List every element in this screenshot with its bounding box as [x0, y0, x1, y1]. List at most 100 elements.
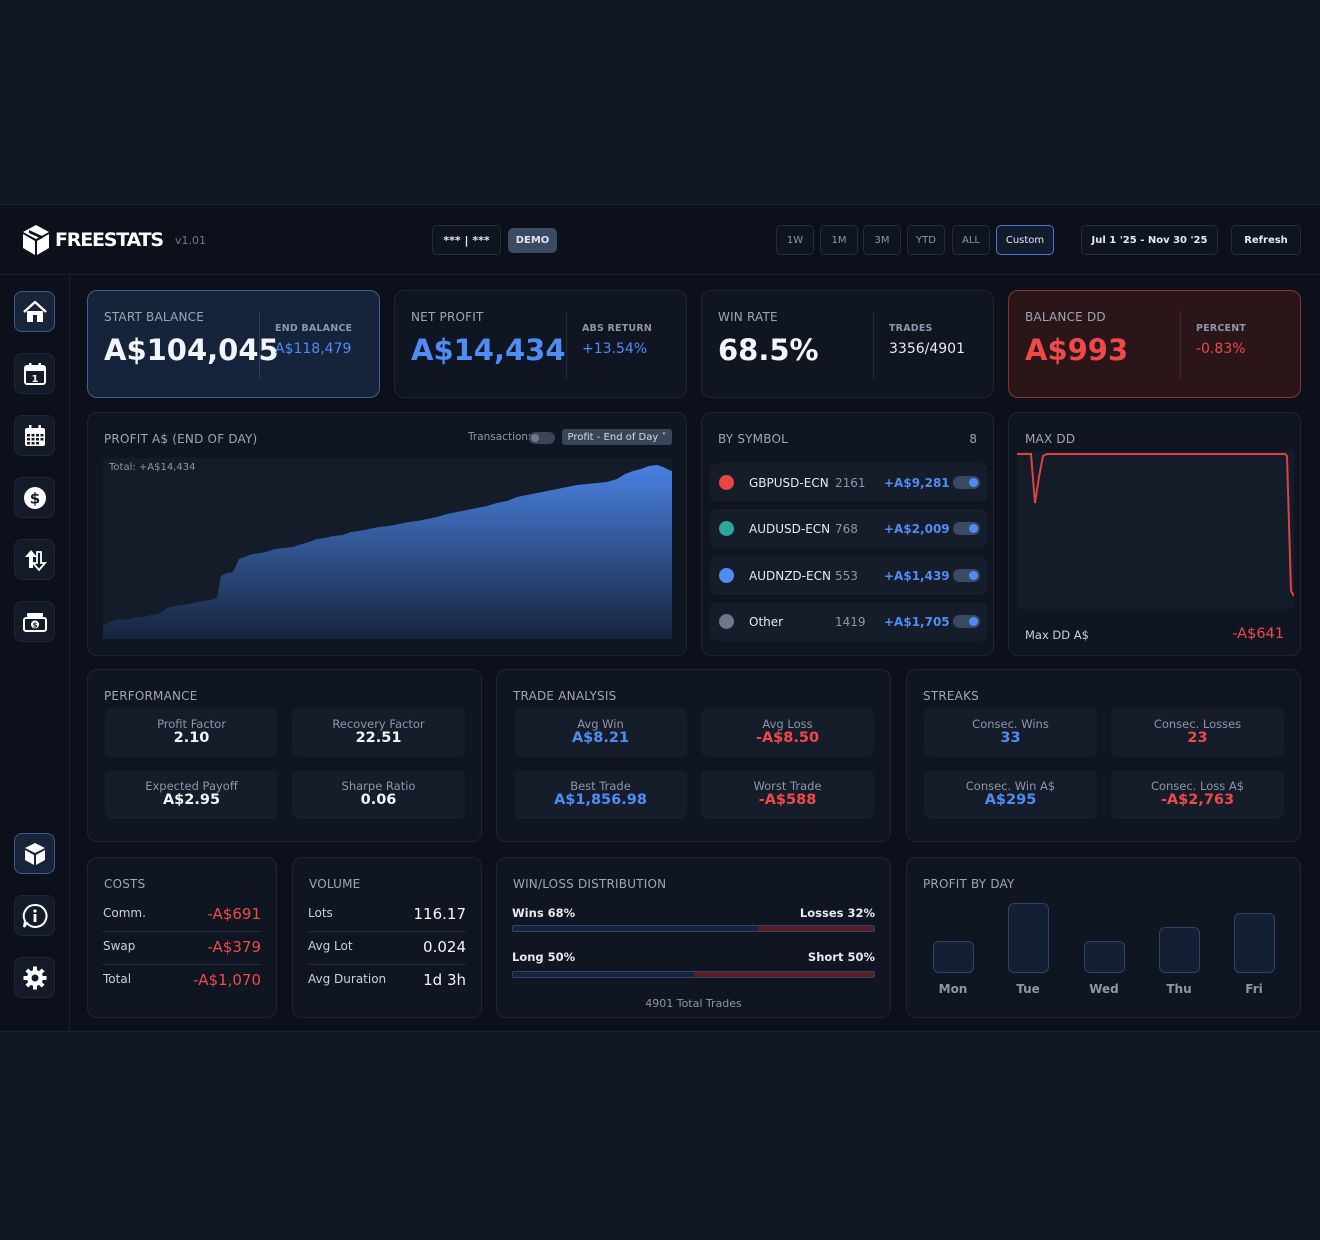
dd-percent-label: PERCENT	[1196, 323, 1247, 334]
consec-win-amount-tile: Consec. Win A$ A$295	[924, 770, 1097, 819]
range-1w-button[interactable]: 1W	[776, 225, 814, 255]
date-range-picker[interactable]: Jul 1 '25 - Nov 30 '25	[1081, 225, 1218, 255]
calendar-grid-icon	[24, 424, 45, 446]
max-dd-label: Max DD A$	[1025, 628, 1089, 642]
symbol-name: AUDUSD-ECN	[749, 522, 831, 536]
tile-value: A$295	[984, 792, 1037, 808]
day-label: Fri	[1245, 982, 1263, 996]
profit-chart-plot: Total: +A$14,434	[103, 458, 672, 639]
symbol-row-audnzd[interactable]: AUDNZD-ECN 553 +A$1,439	[710, 556, 987, 595]
svg-text:$: $	[29, 489, 39, 507]
profit-total-label: Total: +A$14,434	[109, 462, 196, 473]
symbol-trade-count: 1419	[835, 615, 866, 629]
tile-label: Consec. Wins	[972, 717, 1049, 731]
volume-card: VOLUME Lots 116.17 Avg Lot 0.024 Avg Dur…	[292, 857, 482, 1018]
tile-label: Consec. Loss A$	[1150, 779, 1245, 793]
symbol-toggle[interactable]	[953, 569, 980, 582]
sidebar-item-settings[interactable]	[14, 957, 55, 998]
app-version: v1.01	[175, 234, 207, 247]
logo-cube-icon	[23, 225, 49, 255]
costs-title: COSTS	[104, 877, 146, 891]
performance-title: PERFORMANCE	[104, 689, 198, 703]
max-dd-plot	[1017, 451, 1295, 609]
range-1m-button[interactable]: 1M	[820, 225, 858, 255]
day-bar-fri	[1234, 913, 1275, 973]
range-ytd-button[interactable]: YTD	[907, 225, 945, 255]
symbol-row-other[interactable]: Other 1419 +A$1,705	[710, 602, 987, 641]
losses-label: Losses 32%	[799, 906, 875, 920]
long-fill	[513, 972, 694, 977]
short-label: Short 50%	[807, 950, 875, 964]
symbol-name: GBPUSD-ECN	[749, 476, 829, 490]
consec-wins-tile: Consec. Wins 33	[924, 708, 1097, 757]
trades-value: 3356/4901	[889, 341, 965, 357]
symbol-row-gbpusd[interactable]: GBPUSD-ECN 2161 +A$9,281	[710, 463, 987, 502]
symbol-color-dot	[719, 521, 734, 536]
profit-by-day-title: PROFIT BY DAY	[923, 877, 1015, 891]
range-custom-button[interactable]: Custom	[996, 225, 1054, 255]
symbol-profit: +A$1,439	[884, 569, 950, 583]
sidebar-item-info[interactable]	[14, 895, 55, 936]
tile-label: Consec. Win A$	[965, 779, 1056, 793]
tile-label: Expected Payoff	[145, 779, 238, 793]
avg-loss-tile: Avg Loss -A$8.50	[701, 708, 874, 757]
tile-value: -A$588	[758, 792, 817, 808]
cost-row-label: Total	[103, 972, 132, 986]
calendar-day-icon: 1	[23, 362, 46, 385]
info-icon	[22, 903, 47, 928]
tile-label: Avg Win	[577, 717, 624, 731]
range-3m-button[interactable]: 3M	[863, 225, 901, 255]
performance-card: PERFORMANCE Profit Factor 2.10 Recovery …	[87, 669, 482, 842]
net-profit-value: A$14,434	[411, 333, 566, 367]
symbol-toggle[interactable]	[953, 476, 980, 489]
end-balance-label: END BALANCE	[275, 323, 353, 334]
tile-value: 22.51	[355, 730, 402, 746]
transactions-toggle[interactable]	[529, 432, 555, 444]
sidebar-item-package[interactable]	[14, 833, 55, 874]
cost-row-label: Comm.	[103, 906, 146, 920]
symbol-name: AUDNZD-ECN	[749, 569, 831, 583]
symbol-profit: +A$2,009	[884, 522, 950, 536]
tile-value: A$1,856.98	[554, 792, 647, 808]
balance-dd-label: BALANCE DD	[1025, 310, 1106, 324]
streaks-card: STREAKS Consec. Wins 33 Consec. Losses 2…	[906, 669, 1301, 842]
day-bar-thu	[1159, 927, 1200, 973]
sidebar-item-cash[interactable]: $	[14, 601, 55, 642]
sidebar-item-daily[interactable]: 1	[14, 353, 55, 394]
tile-label: Best Trade	[570, 779, 631, 793]
cost-row-label: Swap	[103, 939, 136, 953]
sidebar-item-calendar[interactable]	[14, 415, 55, 456]
sidebar-item-transfers[interactable]	[14, 539, 55, 580]
recovery-factor-tile: Recovery Factor 22.51	[292, 708, 465, 757]
max-dd-value: -A$641	[1232, 626, 1284, 642]
volume-row-value: 0.024	[423, 938, 466, 956]
day-label: Thu	[1166, 982, 1192, 996]
trade-analysis-card: TRADE ANALYSIS Avg Win A$8.21 Avg Loss -…	[496, 669, 891, 842]
max-dd-line-chart	[1017, 453, 1295, 597]
symbol-row-audusd[interactable]: AUDUSD-ECN 768 +A$2,009	[710, 509, 987, 548]
volume-row-label: Avg Lot	[308, 939, 353, 953]
winloss-title: WIN/LOSS DISTRIBUTION	[513, 877, 667, 891]
sidebar: 1 $	[0, 276, 70, 1033]
tile-value: -A$2,763	[1160, 792, 1235, 808]
sidebar-item-money[interactable]: $	[14, 477, 55, 518]
symbol-toggle[interactable]	[953, 615, 980, 628]
refresh-button[interactable]: Refresh	[1231, 225, 1301, 255]
by-symbol-title: BY SYMBOL	[718, 432, 788, 446]
svg-text:$: $	[32, 621, 37, 629]
total-trades-label: 4901 Total Trades	[645, 997, 742, 1010]
app-logo: FREESTATS	[22, 224, 164, 256]
max-dd-card: MAX DD Max DD A$ -A$641	[1008, 412, 1301, 656]
tile-label: Sharpe Ratio	[341, 779, 416, 793]
app-window: FREESTATS v1.01 *** | *** DEMO 1W 1M 3M …	[0, 204, 1320, 1033]
day-bar-tue	[1008, 903, 1049, 973]
profit-mode-dropdown[interactable]: Profit - End of Day ˅	[562, 429, 672, 445]
account-selector[interactable]: *** | ***	[432, 225, 501, 255]
end-balance-value: A$118,479	[275, 341, 352, 357]
sidebar-item-home[interactable]	[14, 291, 55, 332]
abs-return-value: +13.54%	[582, 341, 648, 357]
symbol-toggle[interactable]	[953, 522, 980, 535]
consec-losses-tile: Consec. Losses 23	[1111, 708, 1284, 757]
symbol-trade-count: 2161	[835, 476, 866, 490]
range-all-button[interactable]: ALL	[952, 225, 990, 255]
